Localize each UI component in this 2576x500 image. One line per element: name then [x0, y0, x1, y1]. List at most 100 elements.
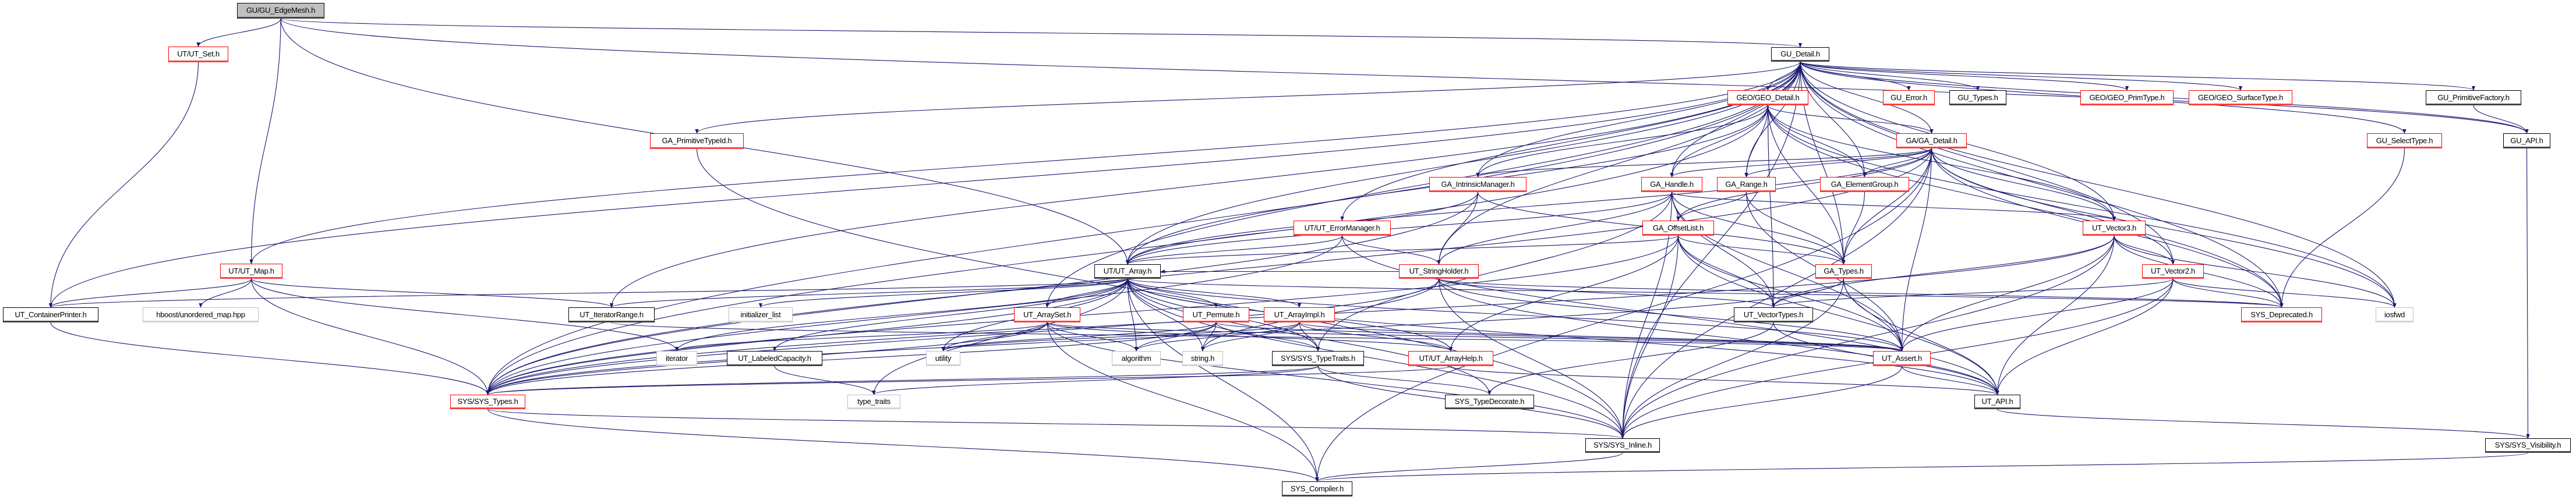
node-ut-map[interactable]: UT/UT_Map.h: [220, 264, 282, 279]
node-ut-assert[interactable]: UT_Assert.h: [1873, 351, 1931, 366]
edge-vectortypes-to-typedecorate: [1487, 322, 1774, 395]
edge-edgemesh-to-ut_map: [249, 18, 281, 264]
edge-gu_detail-to-iosfwd: [1800, 61, 2397, 308]
edge-sys_inline-to-sys_compiler: [1315, 452, 1623, 482]
node-intrinsic[interactable]: GA_IntrinsicManager.h: [1429, 177, 1526, 192]
edge-ut_array-to-ut_assert: [1127, 278, 1904, 352]
node-sys-types[interactable]: SYS/SYS_Types.h: [450, 395, 525, 409]
edge-vector3-to-ut_api: [1995, 235, 2115, 395]
node-iosfwd[interactable]: iosfwd: [2376, 307, 2414, 322]
edge-arrayset-to-utility: [941, 322, 1048, 352]
edge-ut_array-to-sys_compiler: [1127, 278, 1319, 482]
node-ga-handle[interactable]: GA_Handle.h: [1641, 177, 1702, 192]
node-vector3[interactable]: UT_Vector3.h: [2083, 221, 2146, 236]
node-edgemesh[interactable]: GU/GU_EdgeMesh.h: [237, 3, 324, 19]
node-errormanager[interactable]: UT/UT_ErrorManager.h: [1294, 221, 1391, 236]
edge-ut_array-to-permute: [1127, 278, 1218, 308]
edge-arrayimpl-to-arrayhelp: [1299, 322, 1453, 352]
edge-ut_array-to-algorithm: [1127, 278, 1139, 352]
node-arrayimpl[interactable]: UT_ArrayImpl.h: [1264, 307, 1335, 322]
node-sys-inline[interactable]: SYS/SYS_Inline.h: [1585, 438, 1660, 453]
node-selecttype[interactable]: GU_SelectType.h: [2367, 133, 2442, 148]
node-primtypeid[interactable]: GA_PrimitiveTypeId.h: [650, 133, 744, 149]
node-gu-detail[interactable]: GU_Detail.h: [1771, 47, 1829, 62]
node-hboost[interactable]: hboost/unordered_map.hpp: [143, 307, 259, 322]
node-type-traits[interactable]: type_traits: [847, 395, 900, 409]
edge-vector2-to-ut_assert: [1900, 278, 2174, 352]
edge-errormanager-to-sys_types: [486, 235, 1343, 395]
node-permute[interactable]: UT_Permute.h: [1183, 307, 1249, 322]
node-algorithm[interactable]: algorithm: [1112, 351, 1161, 366]
edge-arrayimpl-to-typetraits: [1299, 322, 1320, 352]
edge-geo_detail-to-ga_detail: [1767, 105, 1934, 134]
edge-ut_array-to-labeledcapacity: [772, 278, 1128, 352]
node-gu-types[interactable]: GU_Types.h: [1949, 90, 2006, 105]
node-ut-array[interactable]: UT/UT_Array.h: [1094, 264, 1161, 279]
node-primfactory[interactable]: GU_PrimitiveFactory.h: [2426, 90, 2521, 105]
node-arrayhelp[interactable]: UT/UT_ArrayHelp.h: [1408, 351, 1493, 366]
edge-geo_detail-to-iosfwd: [1767, 105, 2397, 308]
edge-stringholder-to-sys_inline: [1438, 278, 1625, 439]
edge-primfactory-to-gu_api: [2473, 105, 2529, 134]
node-ga-detail[interactable]: GA/GA_Detail.h: [1896, 133, 1967, 148]
edge-ga_detail-to-iosfwd: [1931, 148, 2397, 308]
node-ga-types[interactable]: GA_Types.h: [1815, 264, 1872, 279]
edge-vector2-to-deprecated: [2172, 278, 2284, 308]
edge-ga_handle-to-ga_types: [1671, 192, 1846, 265]
edge-ga_detail-to-sys_inline: [1620, 148, 1932, 439]
node-ga-range[interactable]: GA_Range.h: [1717, 177, 1776, 192]
node-gu-api[interactable]: GU_API.h: [2503, 133, 2550, 148]
edge-containerprinter-to-sys_types: [50, 322, 490, 395]
edge-ga_types-to-sys_types: [486, 278, 1844, 395]
node-visibility[interactable]: SYS/SYS_Visibility.h: [2485, 438, 2571, 453]
node-geo-primtype[interactable]: GEO/GEO_PrimType.h: [2080, 90, 2174, 105]
node-geo-detail[interactable]: GEO/GEO_Detail.h: [1727, 90, 1808, 105]
edge-ut_array-to-initializer_list: [759, 278, 1128, 308]
edge-gu_detail-to-vector2: [1800, 61, 2175, 265]
edge-gu_detail-to-errormanager: [1340, 61, 1801, 221]
node-typedecorate[interactable]: SYS_TypeDecorate.h: [1445, 395, 1534, 409]
edge-ga_handle-to-typetraits: [1316, 192, 1673, 352]
edge-ga_handle-to-stringholder: [1437, 192, 1673, 265]
edge-arrayset-to-sys_inline: [1047, 322, 1625, 439]
node-vector2[interactable]: UT_Vector2.h: [2142, 264, 2204, 279]
node-initializer-list[interactable]: initializer_list: [729, 307, 793, 322]
edge-edgemesh-to-gu_api: [280, 18, 2529, 134]
node-vectortypes[interactable]: UT_VectorTypes.h: [1734, 307, 1813, 322]
edge-stringholder-to-deprecated: [1438, 278, 2284, 308]
node-iterator[interactable]: iterator: [656, 351, 697, 366]
node-arrayset[interactable]: UT_ArraySet.h: [1014, 307, 1080, 322]
edge-typetraits-to-sys_types: [486, 366, 1319, 395]
edge-gu_detail-to-sys_types: [486, 61, 1801, 395]
edge-ut_map-to-hboost: [199, 278, 252, 308]
node-geo-surfacetype[interactable]: GEO/GEO_SurfaceType.h: [2189, 90, 2292, 105]
node-stringholder[interactable]: UT_StringHolder.h: [1399, 264, 1479, 279]
edge-arrayset-to-iterator: [675, 322, 1048, 352]
node-typetraits[interactable]: SYS/SYS_TypeTraits.h: [1272, 351, 1364, 366]
edge-ga_handle-to-ut_assert: [1671, 192, 1904, 352]
node-labeledcapacity[interactable]: UT_LabeledCapacity.h: [727, 351, 822, 366]
edge-ut_array-to-string_h: [1127, 278, 1205, 352]
node-offsetlist[interactable]: GA_OffsetList.h: [1642, 221, 1714, 236]
edge-ga_detail-to-offsetlist: [1676, 148, 1932, 221]
edge-ut_api-to-visibility: [1997, 409, 2530, 439]
node-string-h[interactable]: string.h: [1182, 351, 1223, 366]
node-ut-api[interactable]: UT_API.h: [1974, 395, 2020, 409]
edge-errormanager-to-ut_array: [1125, 235, 1343, 265]
edge-gu_detail-to-intrinsic: [1476, 61, 1801, 178]
edge-sys_types-to-sys_inline: [487, 409, 1624, 439]
node-utility[interactable]: utility: [926, 351, 960, 366]
node-ut-set[interactable]: UT/UT_Set.h: [168, 47, 228, 62]
node-containerprinter[interactable]: UT_ContainerPrinter.h: [3, 307, 98, 322]
node-elementgroup[interactable]: GA_ElementGroup.h: [1820, 177, 1909, 192]
node-sys-compiler[interactable]: SYS_Compiler.h: [1282, 481, 1352, 497]
node-iteratorrange[interactable]: UT_IteratorRange.h: [568, 307, 655, 322]
edge-geo_detail-to-sys_types: [486, 105, 1769, 395]
edge-ga_detail-to-sys_compiler: [1315, 148, 1932, 482]
node-gu-error[interactable]: GU_Error.h: [1883, 90, 1935, 105]
edge-gu_detail-to-iteratorrange: [609, 61, 1801, 308]
edge-ut_array-to-arrayimpl: [1127, 278, 1302, 308]
edge-ut_array-to-arrayset: [1045, 278, 1128, 308]
node-deprecated[interactable]: SYS_Deprecated.h: [2241, 307, 2322, 322]
